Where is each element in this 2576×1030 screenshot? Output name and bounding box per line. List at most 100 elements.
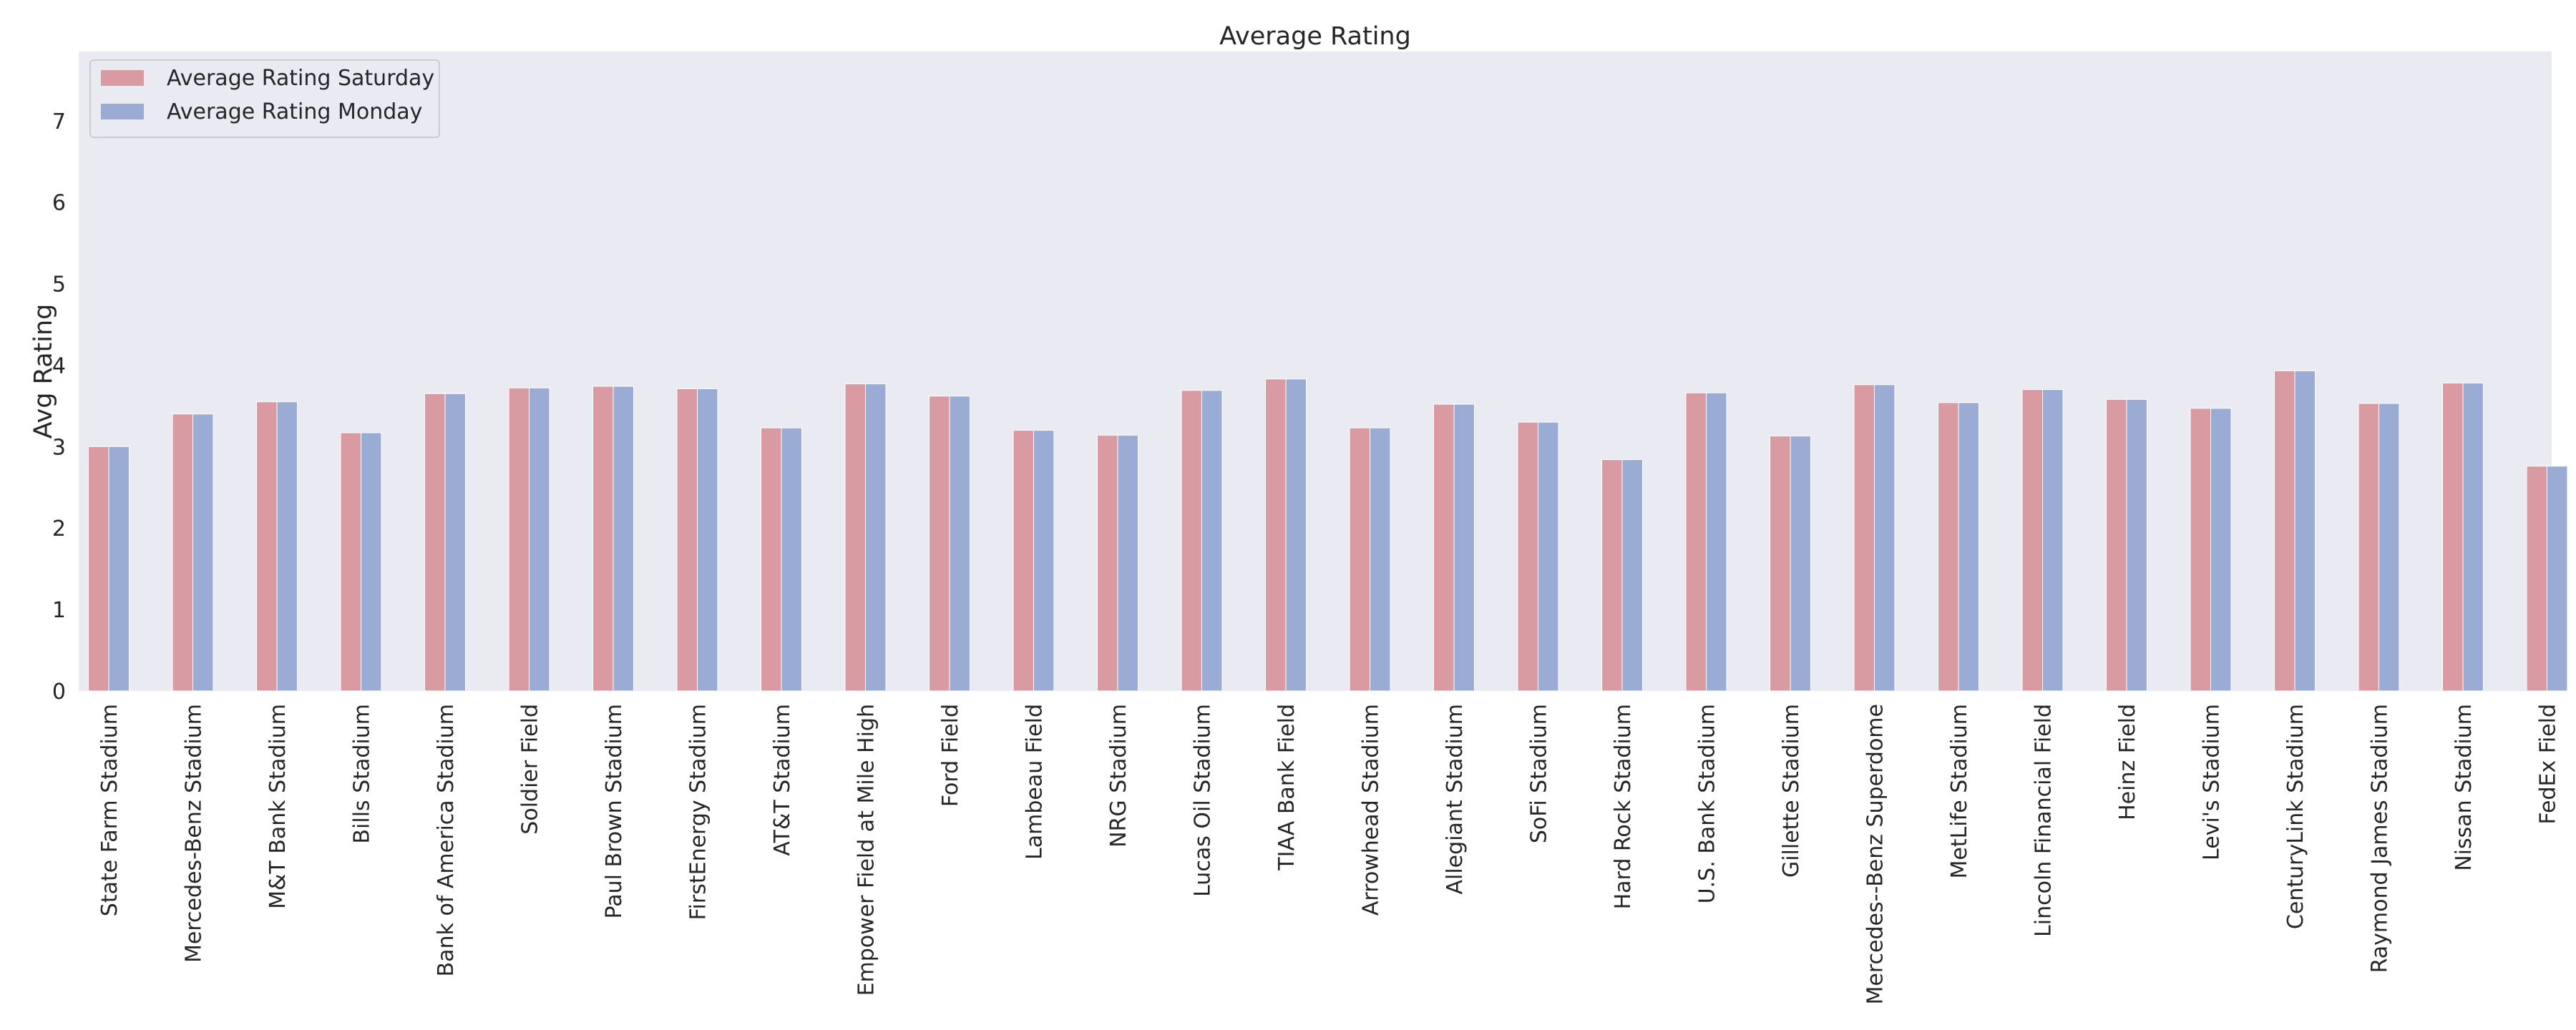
bar-monday — [2547, 466, 2568, 692]
bar-monday — [1201, 390, 1223, 692]
x-tick-label: Arrowhead Stadium — [1359, 704, 1384, 916]
x-tick-label: Bank of America Stadium — [434, 704, 459, 976]
chart-title: Average Rating — [1219, 22, 1411, 51]
bar-saturday — [2190, 408, 2211, 692]
x-tick-label: AT&T Stadium — [770, 704, 795, 856]
y-tick-label: 0 — [52, 680, 66, 705]
bar-monday — [1874, 384, 1896, 692]
x-tick-label: M&T Bank Stadium — [265, 704, 291, 909]
x-tick-label: Lucas Oil Stadium — [1191, 704, 1216, 897]
bar-saturday — [1349, 427, 1370, 692]
bar-monday — [1958, 402, 1979, 692]
x-tick-label: Lambeau Field — [1023, 704, 1048, 860]
x-tick-label: Hard Rock Stadium — [1611, 704, 1636, 909]
bar-saturday — [508, 387, 530, 692]
bar-saturday — [424, 393, 446, 692]
bar-saturday — [1685, 392, 1707, 692]
x-tick-label: Nissan Stadium — [2451, 704, 2477, 871]
bar-monday — [192, 413, 214, 692]
bar-monday — [1117, 434, 1138, 692]
bar-saturday — [256, 401, 278, 692]
x-tick-label: Empower Field at Mile High — [854, 704, 879, 996]
bar-saturday — [1433, 403, 1455, 692]
bar-monday — [2294, 370, 2316, 692]
x-tick-label: Allegiant Stadium — [1443, 704, 1468, 895]
bar-monday — [2210, 408, 2232, 692]
y-tick-label: 1 — [52, 598, 66, 623]
bar-monday — [949, 396, 970, 692]
x-tick-label: Paul Brown Stadium — [602, 704, 627, 919]
bar-saturday — [761, 427, 782, 692]
bar-saturday — [2021, 389, 2043, 692]
x-tick-label: Bills Stadium — [350, 704, 375, 844]
bar-monday — [529, 387, 550, 692]
x-tick-label: TIAA Bank Field — [1274, 704, 1299, 871]
bar-monday — [1370, 427, 1391, 692]
bar-saturday — [1013, 430, 1034, 692]
y-tick-label: 3 — [52, 435, 66, 460]
bar-saturday — [1601, 459, 1623, 692]
bar-saturday — [1770, 436, 1791, 692]
legend-swatch — [101, 70, 144, 86]
y-tick-label: 2 — [52, 516, 66, 541]
x-tick-label: CenturyLink Stadium — [2283, 704, 2308, 929]
bar-saturday — [844, 383, 866, 692]
x-tick-label: Heinz Field — [2115, 704, 2140, 820]
bar-monday — [1285, 378, 1307, 692]
x-tick-label: FedEx Field — [2536, 704, 2561, 825]
bar-saturday — [1853, 384, 1875, 692]
bar-saturday — [2274, 370, 2296, 692]
bar-monday — [781, 427, 802, 692]
bar-monday — [1033, 430, 1055, 692]
y-axis-ticks: 0 1 2 3 4 5 6 7 — [52, 109, 66, 705]
bar-monday — [1706, 392, 1727, 692]
x-tick-label: NRG Stadium — [1106, 704, 1131, 848]
legend-label: Average Rating Monday — [167, 99, 422, 124]
bar-monday — [1621, 459, 1643, 692]
bar-monday — [2126, 398, 2147, 692]
x-tick-label: FirstEnergy Stadium — [686, 704, 711, 921]
legend-swatch — [101, 104, 144, 119]
x-axis-ticks: State Farm Stadium Mercedes-Benz Stadium M… — [97, 704, 2561, 1004]
bar-saturday — [2358, 403, 2379, 692]
bar-saturday — [676, 388, 698, 692]
y-tick-label: 4 — [52, 353, 66, 378]
bar-monday — [613, 386, 634, 692]
bar-monday — [2462, 383, 2484, 692]
x-tick-label: Mercedes-Benz Stadium — [182, 704, 207, 963]
bar-monday — [444, 393, 466, 692]
bar-monday — [2042, 389, 2064, 692]
bar-saturday — [172, 413, 193, 692]
x-tick-label: Lincoln Financial Field — [2031, 704, 2057, 937]
bar-saturday — [929, 396, 950, 692]
bar-saturday — [2526, 466, 2547, 692]
y-tick-label: 6 — [52, 191, 66, 216]
bar-monday — [2379, 403, 2400, 692]
x-tick-label: MetLife Stadium — [1947, 704, 1972, 879]
bar-saturday — [1517, 421, 1538, 692]
bar-saturday — [1938, 402, 1959, 692]
bar-monday — [276, 401, 298, 692]
bar-monday — [865, 383, 887, 692]
bar-monday — [108, 446, 130, 692]
legend-label: Average Rating Saturday — [167, 66, 434, 91]
bars-group — [88, 370, 2568, 692]
legend: Average Rating Saturday Average Rating Mo… — [89, 59, 440, 138]
bar-monday — [361, 432, 382, 692]
x-tick-label: Levi's Stadium — [2200, 704, 2225, 860]
legend-box — [89, 59, 440, 138]
x-tick-label: Soldier Field — [518, 704, 543, 835]
x-tick-label: Gillette Stadium — [1779, 704, 1804, 878]
bar-monday — [1453, 403, 1475, 692]
bar-saturday — [592, 386, 614, 692]
bar-saturday — [340, 432, 361, 692]
x-tick-label: Ford Field — [938, 704, 963, 807]
x-tick-label: Mercedes--Benz Superdome — [1863, 704, 1888, 1004]
x-tick-label: U.S. Bank Stadium — [1695, 704, 1720, 903]
bar-saturday — [2106, 398, 2127, 692]
y-tick-label: 7 — [52, 109, 66, 134]
bar-monday — [1538, 421, 1559, 692]
y-axis-title: Avg Rating — [29, 304, 58, 439]
x-tick-label: State Farm Stadium — [97, 704, 122, 916]
